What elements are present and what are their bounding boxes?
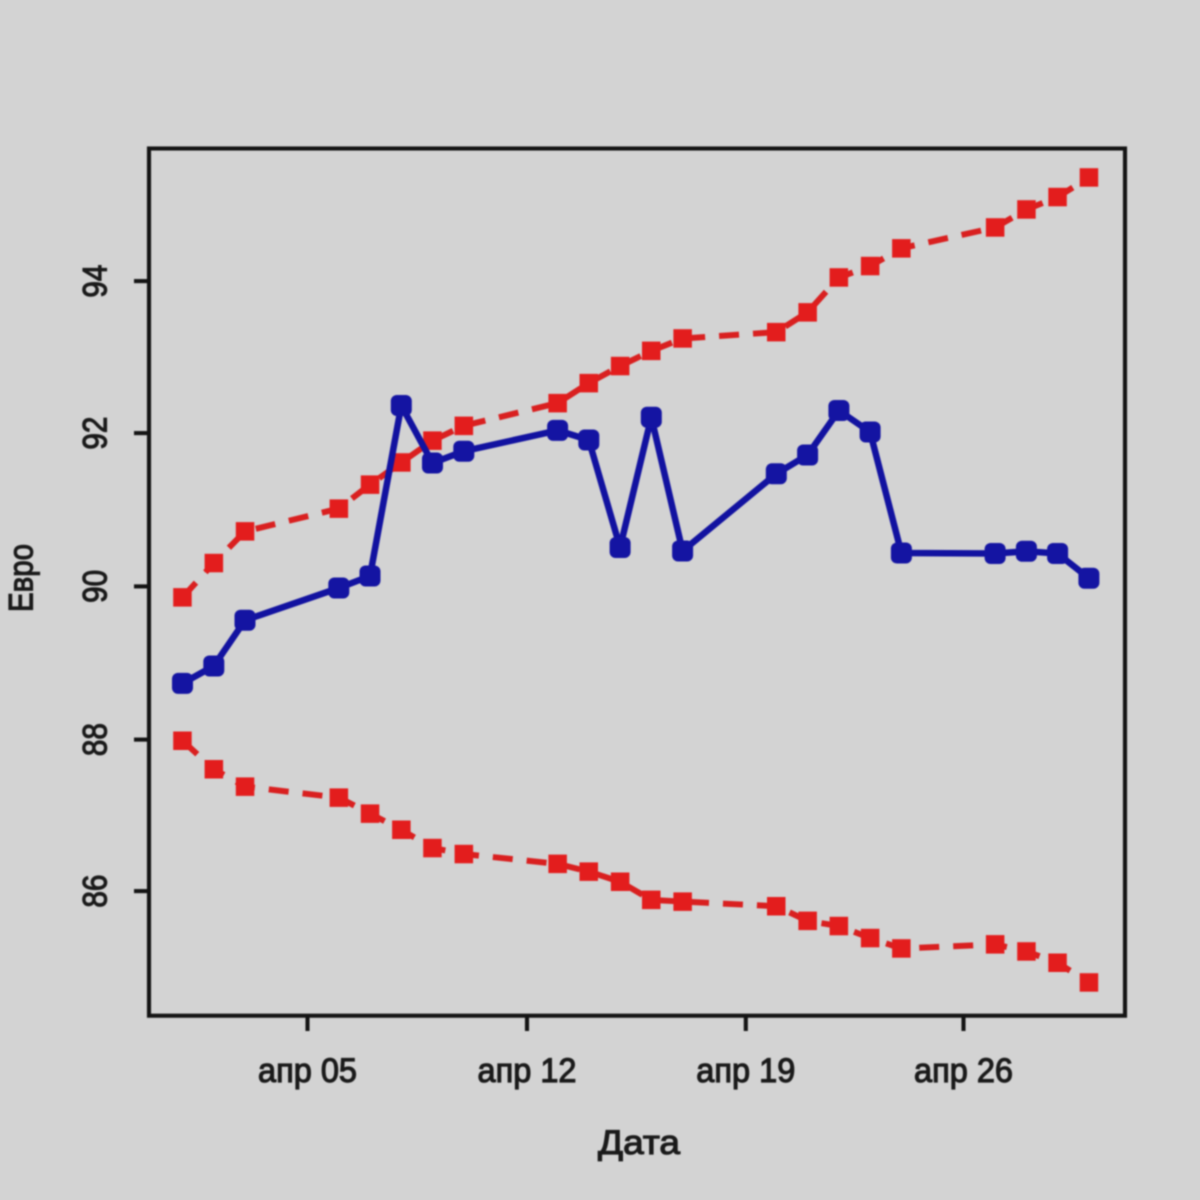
svg-text:Евро: Евро: [3, 544, 41, 612]
svg-text:92: 92: [77, 417, 115, 450]
svg-text:апр 26: апр 26: [914, 1052, 1013, 1090]
svg-text:94: 94: [77, 265, 115, 298]
svg-text:апр 05: апр 05: [258, 1052, 357, 1090]
svg-text:Дата: Дата: [598, 1124, 680, 1162]
svg-text:апр 12: апр 12: [478, 1052, 577, 1090]
svg-text:88: 88: [77, 723, 115, 756]
svg-text:апр 19: апр 19: [696, 1052, 795, 1090]
svg-text:90: 90: [77, 570, 115, 603]
svg-text:86: 86: [77, 875, 115, 908]
